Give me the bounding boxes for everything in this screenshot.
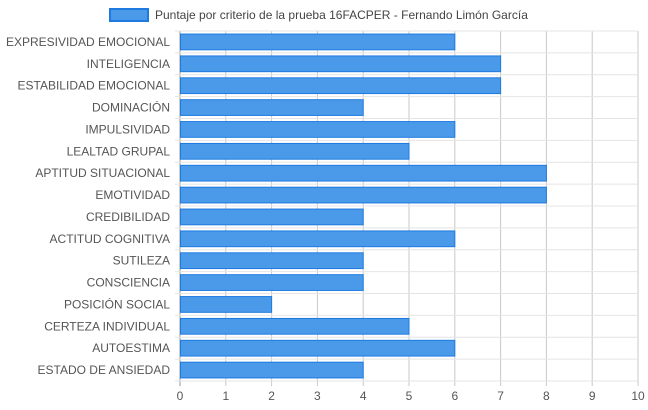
x-tick-label: 0: [177, 389, 184, 403]
x-tick-label: 3: [314, 389, 321, 403]
x-tick-label: 5: [406, 389, 413, 403]
x-tick-label: 6: [451, 389, 458, 403]
x-tick-label: 7: [497, 389, 504, 403]
bar[interactable]: [180, 274, 364, 291]
category-label: ESTABILIDAD EMOCIONAL: [18, 79, 171, 93]
category-labels: EXPRESIVIDAD EMOCIONAL INTELIGENCIA ESTABI…: [6, 35, 170, 377]
bar[interactable]: [180, 55, 502, 73]
category-label: CONSCIENCIA: [87, 276, 170, 290]
bar[interactable]: [180, 296, 273, 313]
x-tick-label: 8: [543, 389, 550, 403]
category-label: AUTOESTIMA: [92, 341, 170, 355]
legend-swatch: [109, 8, 149, 22]
bar[interactable]: [180, 186, 547, 204]
bar[interactable]: [180, 142, 410, 160]
bar[interactable]: [180, 164, 547, 182]
bars: [180, 33, 547, 379]
bar[interactable]: [180, 252, 364, 270]
category-label: ESTADO DE ANSIEDAD: [38, 363, 171, 377]
category-label: ACTITUD COGNITIVA: [50, 232, 170, 246]
bar[interactable]: [180, 77, 502, 95]
category-label: CREDIBILIDAD: [86, 210, 170, 224]
legend-label: Puntaje por criterio de la prueba 16FACP…: [155, 8, 528, 22]
category-label: EXPRESIVIDAD EMOCIONAL: [6, 35, 170, 49]
x-tick-labels: 0 1 2 3 4 5 6 7 8 9 10: [177, 389, 645, 403]
bar[interactable]: [180, 208, 364, 226]
category-label: APTITUD SITUACIONAL: [35, 166, 170, 180]
legend[interactable]: Puntaje por criterio de la prueba 16FACP…: [109, 8, 528, 22]
x-tick-label: 9: [589, 389, 596, 403]
category-label: LEALTAD GRUPAL: [67, 144, 171, 158]
category-label: IMPULSIVIDAD: [85, 122, 170, 136]
bar[interactable]: [180, 317, 410, 335]
category-label: INTELIGENCIA: [87, 57, 170, 71]
x-tick-label: 1: [222, 389, 229, 403]
x-tick-label: 2: [268, 389, 275, 403]
category-label: DOMINACIÓN: [92, 100, 170, 115]
bar[interactable]: [180, 230, 456, 248]
bar[interactable]: [180, 339, 456, 357]
bar[interactable]: [180, 361, 364, 379]
bar[interactable]: [180, 121, 456, 138]
bar[interactable]: [180, 33, 456, 51]
bar[interactable]: [180, 99, 364, 116]
category-label: POSICIÓN SOCIAL: [64, 296, 170, 311]
category-label: SUTILEZA: [113, 254, 170, 268]
x-tick-label: 4: [360, 389, 367, 403]
x-tick-label: 10: [631, 389, 645, 403]
category-label: EMOTIVIDAD: [95, 188, 170, 202]
category-label: CERTEZA INDIVIDUAL: [44, 319, 170, 333]
